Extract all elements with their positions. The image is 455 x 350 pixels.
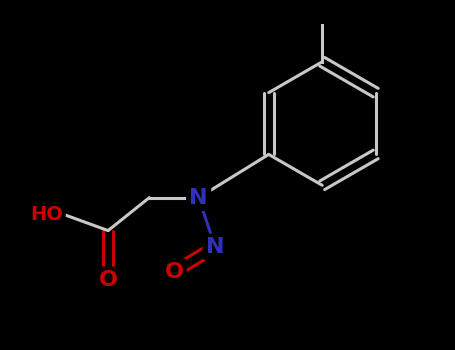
Text: O: O — [99, 270, 117, 290]
Text: HO: HO — [30, 205, 63, 224]
Text: N: N — [189, 188, 208, 208]
Text: N: N — [206, 237, 224, 257]
Text: O: O — [164, 262, 183, 282]
